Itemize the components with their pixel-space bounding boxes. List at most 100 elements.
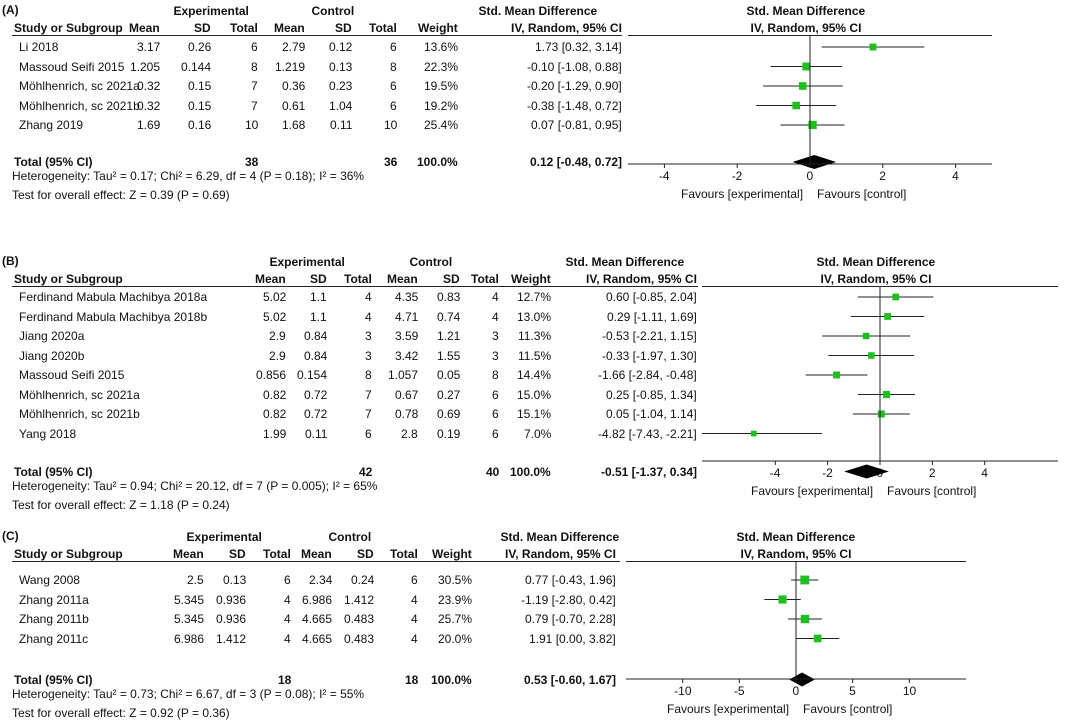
study-ci: 0.29 [-1.11, 1.69] [607, 309, 697, 324]
favours-experimental-label: Favours [experimental] [667, 702, 790, 716]
ctl-total: 6 [390, 98, 397, 113]
ctl-mean: 0.61 [282, 98, 306, 113]
ctl-total: 6 [390, 79, 397, 93]
study-weight: 15.0% [517, 387, 552, 402]
exp-sd: 1.412 [216, 631, 247, 646]
total-ctl-n: 40 [486, 464, 500, 479]
panel-label: (B) [2, 254, 19, 268]
study-name: Zhang 2011a [19, 592, 89, 607]
column-header-ctl-mean: Mean [301, 547, 332, 561]
ctl-total: 4 [492, 290, 499, 304]
plot-header-title: Std. Mean Difference [736, 530, 856, 544]
exp-total: 4 [365, 290, 372, 304]
ctl-mean: 1.219 [275, 59, 306, 74]
study-name: Möhlhenrich, sc 2021a [19, 387, 140, 402]
ctl-mean: 4.665 [302, 631, 333, 646]
ctl-sd: 0.69 [437, 407, 461, 421]
exp-mean: 2.5 [187, 573, 204, 587]
group-header-experimental: Experimental [173, 4, 249, 18]
study-name: Wang 2008 [19, 573, 80, 587]
total-weight: 100.0% [510, 464, 551, 479]
summary-diamond [844, 464, 889, 479]
exp-total: 8 [365, 368, 372, 382]
ctl-sd: 0.13 [329, 59, 353, 74]
study-name: Ferdinand Mabula Machibya 2018a [19, 290, 208, 304]
ctl-mean: 4.665 [302, 612, 333, 626]
ctl-total: 6 [492, 387, 499, 402]
ctl-mean: 3.59 [395, 329, 419, 343]
group-header-control: Control [409, 255, 453, 269]
overall-effect-text: Test for overall effect: Z = 1.18 (P = 0… [12, 497, 230, 512]
study-marker [808, 120, 817, 130]
column-header-ctl-sd: SD [335, 21, 352, 35]
plot-header-title: Std. Mean Difference [816, 255, 936, 269]
x-axis-tick-label: 0 [792, 684, 800, 698]
exp-sd: 1.1 [310, 290, 327, 304]
exp-sd: 0.84 [304, 348, 328, 363]
ctl-total: 8 [390, 59, 397, 74]
total-exp-n: 38 [245, 155, 259, 169]
table-header-rule [12, 35, 622, 36]
ctl-mean: 4.35 [395, 290, 419, 304]
exp-mean: 0.32 [137, 79, 161, 93]
overall-effect-text: Test for overall effect: Z = 0.92 (P = 0… [12, 705, 230, 720]
column-header-ci: IV, Random, 95% CI [511, 21, 622, 35]
study-marker [883, 390, 891, 399]
ctl-sd: 0.483 [344, 631, 375, 646]
exp-sd: 0.16 [188, 118, 212, 132]
exp-total: 6 [251, 40, 258, 54]
ctl-total: 6 [411, 573, 418, 587]
exp-sd: 0.936 [216, 592, 247, 607]
column-header-weight: Weight [418, 21, 458, 35]
study-weight: 25.7% [438, 612, 473, 626]
exp-mean: 2.9 [269, 329, 286, 343]
exp-total: 3 [365, 348, 372, 363]
study-name: Massoud Seifi 2015 [19, 59, 125, 74]
study-name: Möhlhenrich, sc 2021b [19, 98, 140, 113]
ctl-mean: 6.986 [302, 592, 333, 607]
exp-total: 4 [365, 309, 372, 324]
study-name: Zhang 2011b [19, 612, 89, 626]
exp-total: 8 [251, 59, 258, 74]
group-header-experimental: Experimental [269, 255, 345, 269]
plot-header-subtitle: IV, Random, 95% CI [820, 272, 932, 286]
study-marker [884, 313, 891, 320]
study-name: Jiang 2020b [19, 348, 85, 363]
study-name: Yang 2018 [19, 426, 77, 441]
total-label: Total (95% CI) [14, 155, 93, 169]
column-header-exp-mean: Mean [255, 272, 286, 286]
exp-total: 7 [365, 387, 372, 402]
total-label: Total (95% CI) [14, 464, 93, 479]
total-label: Total (95% CI) [14, 672, 93, 687]
study-weight: 19.2% [424, 98, 459, 113]
column-header-exp-mean: Mean [129, 21, 160, 35]
column-header-exp-sd: SD [310, 272, 327, 286]
study-marker [868, 352, 875, 359]
plot-header-rule [702, 286, 1058, 287]
study-marker [833, 371, 841, 379]
study-name: Massoud Seifi 2015 [19, 368, 125, 382]
overall-effect-text: Test for overall effect: Z = 0.39 (P = 0… [12, 188, 230, 202]
study-ci: -0.20 [-1.29, 0.90] [527, 79, 622, 93]
study-name: Zhang 2011c [19, 631, 89, 646]
study-weight: 7.0% [524, 426, 552, 441]
study-weight: 13.6% [424, 40, 459, 54]
exp-total: 4 [284, 612, 291, 626]
group-header-experimental: Experimental [186, 530, 262, 544]
study-ci: -1.66 [-2.84, -0.48] [598, 368, 697, 382]
exp-total: 6 [284, 573, 291, 587]
column-header-ctl-sd: SD [357, 547, 374, 561]
study-ci: 0.60 [-0.85, 2.04] [606, 290, 697, 304]
exp-mean: 1.99 [263, 426, 287, 441]
group-header-control: Control [328, 530, 372, 544]
exp-mean: 3.17 [137, 40, 161, 54]
heterogeneity-text: Heterogeneity: Tau² = 0.94; Chi² = 20.12… [12, 478, 378, 493]
plot-header-rule [628, 35, 992, 36]
ctl-mean: 4.71 [395, 309, 419, 324]
study-ci: -1.19 [-2.80, 0.42] [521, 592, 616, 607]
exp-mean: 0.82 [263, 407, 287, 421]
heterogeneity-text: Heterogeneity: Tau² = 0.73; Chi² = 6.67,… [12, 686, 365, 701]
column-header-exp-sd: SD [229, 547, 246, 561]
ctl-mean: 1.057 [388, 368, 419, 382]
